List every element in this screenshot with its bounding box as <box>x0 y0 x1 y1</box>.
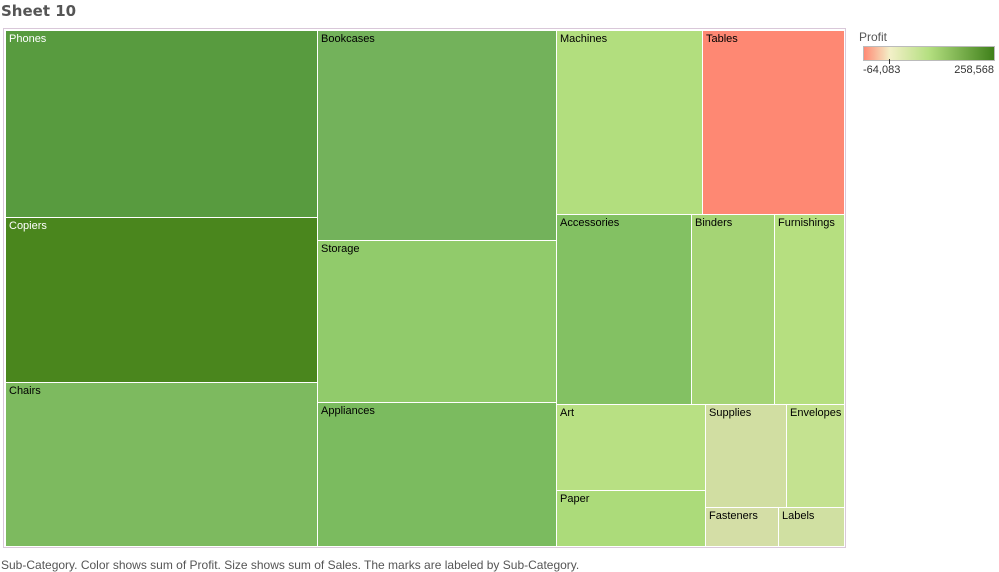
tile-label: Appliances <box>321 405 375 417</box>
treemap-tile-tables[interactable]: Tables <box>702 30 845 215</box>
tile-label: Binders <box>695 217 733 229</box>
treemap-tile-appliances[interactable]: Appliances <box>317 402 557 547</box>
treemap-tile-furnishings[interactable]: Furnishings <box>774 214 845 405</box>
tile-label: Labels <box>782 510 815 522</box>
tile-label: Tables <box>706 33 738 45</box>
tile-label: Paper <box>560 493 590 505</box>
treemap-tile-fasteners[interactable]: Fasteners <box>705 507 779 547</box>
caption: Sub-Category. Color shows sum of Profit.… <box>1 558 580 572</box>
tile-label: Chairs <box>9 385 41 397</box>
tile-label: Accessories <box>560 217 620 229</box>
legend-color-ramp <box>863 46 995 61</box>
tile-label: Furnishings <box>778 217 835 229</box>
treemap-tile-art[interactable]: Art <box>556 404 706 491</box>
treemap-tile-supplies[interactable]: Supplies <box>705 404 787 508</box>
tile-label: Art <box>560 407 575 419</box>
legend-zero-tick <box>889 59 890 64</box>
treemap-tile-bookcases[interactable]: Bookcases <box>317 30 557 241</box>
treemap-frame: Phones Copiers Chairs Bookcases Storage Appli… <box>3 28 846 548</box>
legend-title: Profit <box>859 30 888 44</box>
sheet-title: Sheet 10 <box>1 2 77 20</box>
tile-label: Storage <box>321 243 360 255</box>
treemap-tile-accessories[interactable]: Accessories <box>556 214 692 405</box>
treemap-tile-copiers[interactable]: Copiers <box>5 217 318 383</box>
treemap-tile-phones[interactable]: Phones <box>5 30 318 218</box>
tile-label: Bookcases <box>321 33 375 45</box>
tile-label: Envelopes <box>790 407 842 419</box>
treemap-tile-labels[interactable]: Labels <box>778 507 845 547</box>
treemap-tile-chairs[interactable]: Chairs <box>5 382 318 547</box>
treemap-tile-storage[interactable]: Storage <box>317 240 557 403</box>
tile-label: Supplies <box>709 407 752 419</box>
tile-label: Copiers <box>9 220 47 232</box>
tile-label: Phones <box>9 33 47 45</box>
treemap-tile-machines[interactable]: Machines <box>556 30 703 215</box>
tile-label: Machines <box>560 33 608 45</box>
treemap-tile-envelopes[interactable]: Envelopes <box>786 404 845 508</box>
legend-max-label: 258,568 <box>954 64 994 76</box>
legend-min-label: -64,083 <box>863 64 901 76</box>
treemap-tile-binders[interactable]: Binders <box>691 214 775 405</box>
treemap-tile-paper[interactable]: Paper <box>556 490 706 547</box>
tile-label: Fasteners <box>709 510 758 522</box>
